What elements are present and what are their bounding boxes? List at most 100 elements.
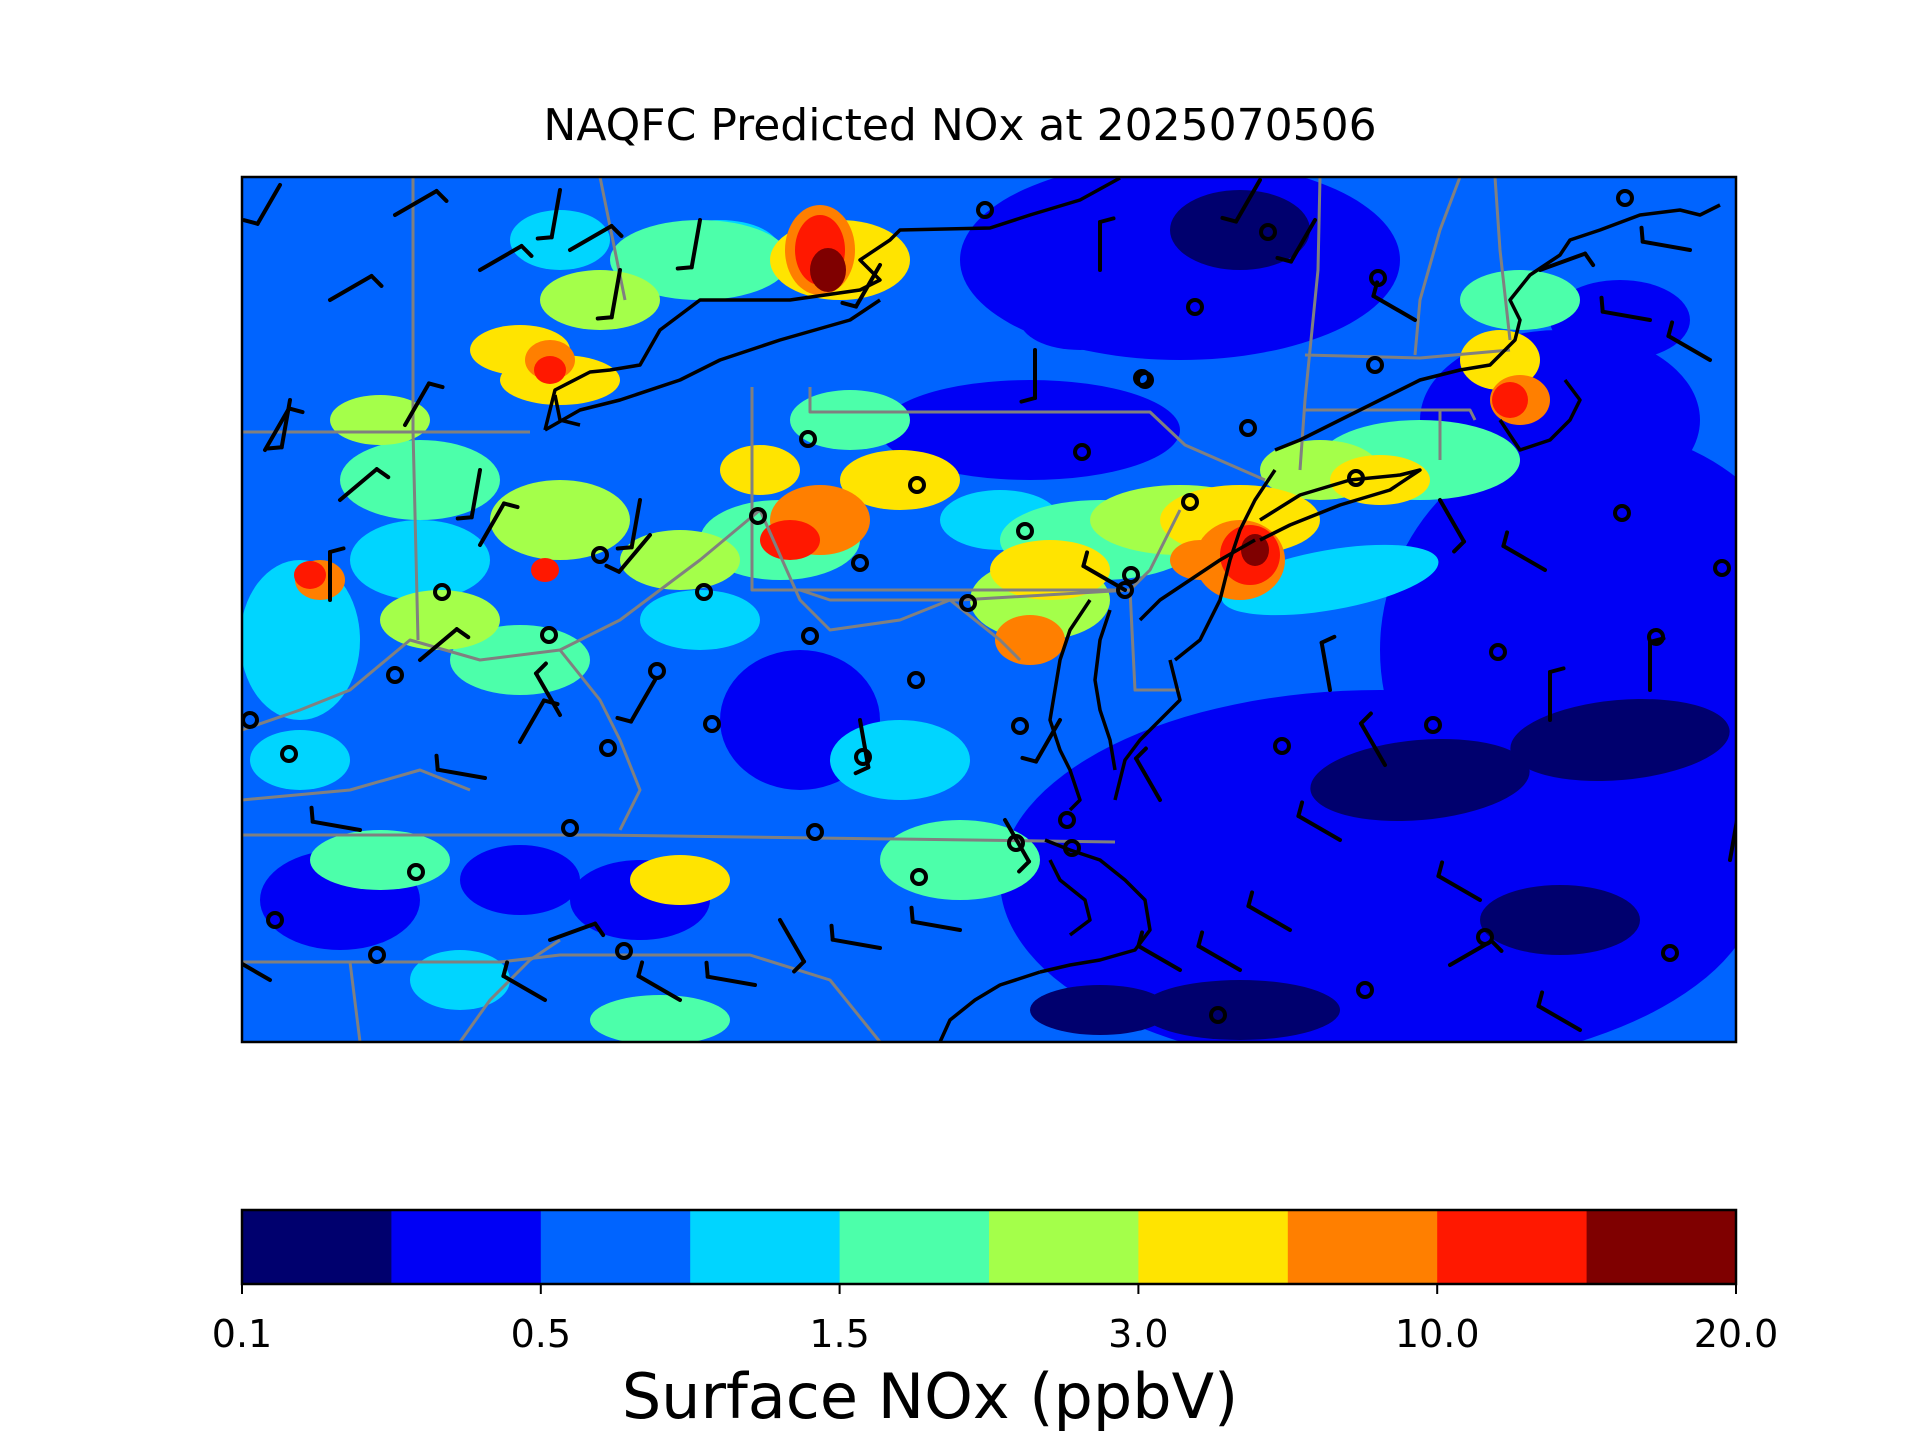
wind-barb	[853, 718, 871, 776]
nox-field-patch	[1460, 270, 1580, 330]
colorbar-tick-label: 0.1	[211, 1312, 273, 1356]
calm-wind-circle	[407, 863, 425, 881]
map-frame	[240, 175, 1738, 1044]
nox-field-patch	[1480, 885, 1640, 955]
wind-barb	[338, 467, 391, 502]
nj-coast	[1173, 469, 1277, 662]
wind-barb	[548, 921, 606, 942]
wind-barb	[1134, 746, 1162, 802]
wind-barb	[675, 218, 702, 271]
colorbar-segment	[1586, 1210, 1737, 1284]
nox-field-patch	[630, 855, 730, 905]
colorbar-segment	[989, 1210, 1139, 1284]
wind-barb	[704, 960, 757, 987]
calm-wind-circle	[1366, 356, 1384, 374]
border-vt-nh	[1413, 177, 1462, 356]
wind-barb	[534, 661, 562, 717]
wind-barb	[778, 918, 806, 974]
colorbar-label: Surface NOx (ppbV)	[621, 1360, 1239, 1433]
wind-barb	[1196, 930, 1242, 972]
nox-field-patch	[1492, 382, 1528, 418]
calm-wind-circle	[561, 819, 579, 837]
nox-field-patch	[310, 830, 450, 890]
calm-wind-circle	[599, 739, 617, 757]
wind-barb	[615, 498, 642, 551]
calm-wind-circle	[959, 594, 977, 612]
nox-field-patch	[1550, 280, 1690, 360]
wind-barb	[1359, 711, 1387, 767]
calm-wind-circle	[1063, 839, 1081, 857]
wind-barb	[1538, 251, 1596, 272]
wind-barb	[478, 244, 534, 272]
border-ga-sc	[348, 961, 362, 1042]
wind-barb	[1319, 634, 1337, 692]
calm-wind-circle	[1073, 443, 1091, 461]
calm-wind-circle	[540, 626, 558, 644]
cape-cod	[1498, 378, 1582, 452]
wind-barb	[535, 188, 562, 241]
calm-wind-circle	[266, 911, 284, 929]
calm-wind-circle	[1713, 559, 1731, 577]
nox-field-patch	[1170, 540, 1230, 580]
border-va-nc	[242, 833, 1116, 844]
calm-wind-circle	[1661, 944, 1679, 962]
wind-barb	[909, 905, 962, 932]
wind-barb	[518, 698, 560, 744]
chesapeake-east	[1093, 609, 1117, 771]
calm-wind-circle	[1239, 419, 1257, 437]
nox-field-patch	[1310, 739, 1530, 821]
coastlines	[543, 177, 1721, 1042]
colorbar-tick-label: 10.0	[1394, 1312, 1480, 1356]
nox-field-patch	[720, 445, 800, 495]
nox-field-patch	[540, 270, 660, 330]
wind-barb	[403, 381, 445, 427]
border-nh-me	[1493, 177, 1512, 341]
wind-barb	[829, 923, 882, 950]
wind-barb	[263, 406, 305, 452]
calm-wind-circle	[799, 430, 817, 448]
calm-wind-circle	[433, 583, 451, 601]
wind-barb	[1098, 216, 1116, 272]
calm-wind-circle	[1181, 493, 1199, 511]
new-england-coast	[1274, 203, 1721, 452]
wind-barb	[604, 533, 652, 574]
nox-field-patch	[840, 450, 960, 510]
colorbar-frame	[240, 1208, 1738, 1286]
calm-wind-circle	[1613, 504, 1631, 522]
colorbar-ticks	[241, 1284, 1737, 1294]
calm-wind-circle	[1647, 628, 1665, 646]
border-vt-ny	[1298, 177, 1322, 471]
nox-field-patch	[880, 380, 1180, 480]
border-ny-pa	[750, 387, 1130, 592]
nox-field-patch	[1140, 980, 1340, 1040]
calm-wind-circle	[1347, 469, 1365, 487]
nox-field-patch	[810, 248, 846, 292]
colorbar-segment	[839, 1210, 990, 1284]
wind-barb	[615, 678, 657, 724]
wind-barb	[1639, 225, 1692, 252]
colorbar-segment	[540, 1210, 691, 1284]
calm-wind-circle	[1122, 566, 1140, 584]
border-ky-va	[242, 638, 561, 732]
nox-field-patch	[990, 540, 1110, 600]
calm-wind-circle	[1273, 737, 1291, 755]
nox-field-patch	[410, 950, 510, 1010]
nox-field-patch	[610, 220, 790, 300]
wind-barb	[1020, 718, 1062, 764]
calm-wind-circle	[1209, 1006, 1227, 1024]
calm-wind-circle	[1369, 269, 1387, 287]
nox-field-patch	[880, 820, 1040, 900]
wind-barb	[595, 268, 622, 321]
wind-barb	[1436, 860, 1482, 902]
colorbar	[242, 1210, 1737, 1284]
nox-field-patch	[340, 440, 500, 520]
calm-wind-circle	[615, 942, 633, 960]
nox-field-patch	[250, 730, 350, 790]
nox-field-patch	[830, 720, 970, 800]
calm-wind-circle	[1424, 716, 1442, 734]
wind-barb	[242, 183, 282, 226]
wind-barb	[418, 627, 471, 662]
wind-barb	[1666, 320, 1712, 362]
nox-field-patch	[350, 520, 490, 600]
nox-field-patch	[534, 356, 566, 384]
